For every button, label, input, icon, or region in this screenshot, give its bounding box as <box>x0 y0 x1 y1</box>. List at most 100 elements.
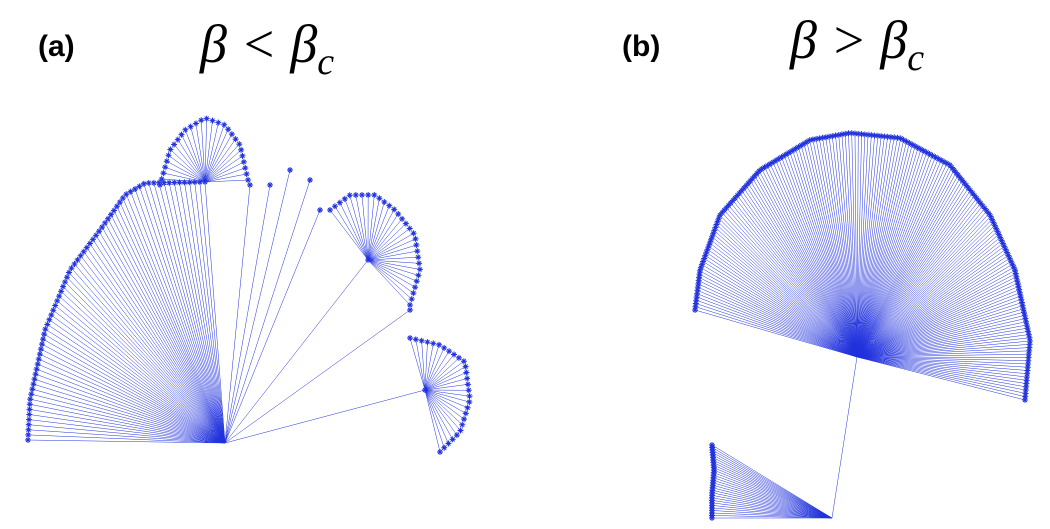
node-marker <box>412 336 419 343</box>
spoke <box>712 449 833 519</box>
spoke <box>798 146 858 358</box>
node-marker <box>694 287 701 294</box>
node-marker <box>995 231 1002 238</box>
spoke <box>367 259 414 294</box>
spoke <box>711 497 833 519</box>
node-marker <box>1002 246 1009 253</box>
node-marker <box>959 177 966 184</box>
spoke <box>711 512 833 519</box>
spoke <box>204 155 243 183</box>
spoke <box>856 136 888 358</box>
spoke <box>424 389 461 431</box>
node-marker <box>701 255 708 262</box>
spoke <box>143 183 226 444</box>
spoke <box>367 205 390 261</box>
spoke <box>119 202 226 444</box>
spoke <box>349 195 369 261</box>
node-marker <box>267 182 273 188</box>
spoke <box>101 226 226 444</box>
node-marker <box>331 203 338 210</box>
spoke <box>367 259 420 264</box>
spoke <box>769 163 858 358</box>
spoke <box>31 393 226 444</box>
spoke <box>789 151 858 358</box>
spoke <box>856 347 1030 358</box>
node-marker <box>35 356 42 363</box>
spoke <box>856 356 1028 368</box>
spoke <box>707 248 858 358</box>
spoke <box>697 286 858 358</box>
spoke <box>825 137 858 358</box>
node-marker <box>451 351 458 358</box>
spoke <box>713 233 858 358</box>
node-marker <box>1025 331 1032 338</box>
spoke <box>204 120 213 183</box>
spoke <box>204 118 207 183</box>
node-marker <box>709 233 716 240</box>
spoke <box>856 167 953 358</box>
node-marker <box>68 265 75 272</box>
node-marker <box>31 376 38 383</box>
spoke <box>856 327 1028 358</box>
node-marker <box>711 227 718 234</box>
node-marker <box>221 121 228 128</box>
node-marker <box>1023 383 1030 390</box>
node-marker <box>997 234 1004 241</box>
spoke <box>856 137 892 358</box>
node-marker <box>455 354 462 361</box>
node-marker <box>171 141 178 148</box>
spoke <box>173 144 206 183</box>
node-marker <box>1005 252 1012 259</box>
spoke <box>159 181 206 186</box>
node-marker <box>83 244 90 251</box>
spoke <box>190 126 206 183</box>
node-marker <box>465 387 472 394</box>
spoke <box>224 259 369 444</box>
node-marker <box>838 131 845 138</box>
node-marker <box>983 208 990 215</box>
spoke <box>83 251 226 444</box>
spoke <box>713 467 833 519</box>
node-marker <box>209 117 216 124</box>
node-marker <box>732 194 739 201</box>
spoke <box>856 331 1029 358</box>
node-marker <box>789 147 796 154</box>
node-marker <box>466 399 473 406</box>
node-marker <box>1023 318 1030 325</box>
spoke <box>856 213 990 358</box>
node-marker <box>961 179 968 186</box>
spoke <box>828 136 858 358</box>
node-marker <box>758 165 765 172</box>
node-marker <box>955 172 962 179</box>
node-marker <box>232 136 239 143</box>
node-marker <box>386 202 393 209</box>
spoke <box>856 134 869 358</box>
spoke <box>35 373 226 444</box>
node-marker <box>167 146 174 153</box>
node-marker <box>463 369 470 376</box>
node-marker <box>716 212 723 219</box>
spoke <box>367 201 385 261</box>
node-marker <box>915 144 922 151</box>
spoke <box>856 164 951 358</box>
node-marker <box>709 515 715 521</box>
spoke <box>39 353 226 444</box>
spoke <box>334 206 369 261</box>
spoke <box>161 178 206 183</box>
node-marker <box>346 192 353 199</box>
node-marker <box>692 300 699 307</box>
spoke <box>713 469 833 519</box>
spoke <box>89 243 226 444</box>
spoke <box>712 482 833 519</box>
node-marker <box>56 293 63 300</box>
node-marker <box>1024 370 1031 377</box>
node-marker <box>436 341 443 348</box>
spoke <box>424 389 466 414</box>
node-marker <box>136 183 143 190</box>
spoke <box>424 366 466 391</box>
condition-subscript: c <box>317 41 334 83</box>
panel-label: (b) <box>622 30 660 63</box>
spoke <box>713 459 833 519</box>
node-marker <box>693 297 700 304</box>
node-marker <box>415 272 422 279</box>
